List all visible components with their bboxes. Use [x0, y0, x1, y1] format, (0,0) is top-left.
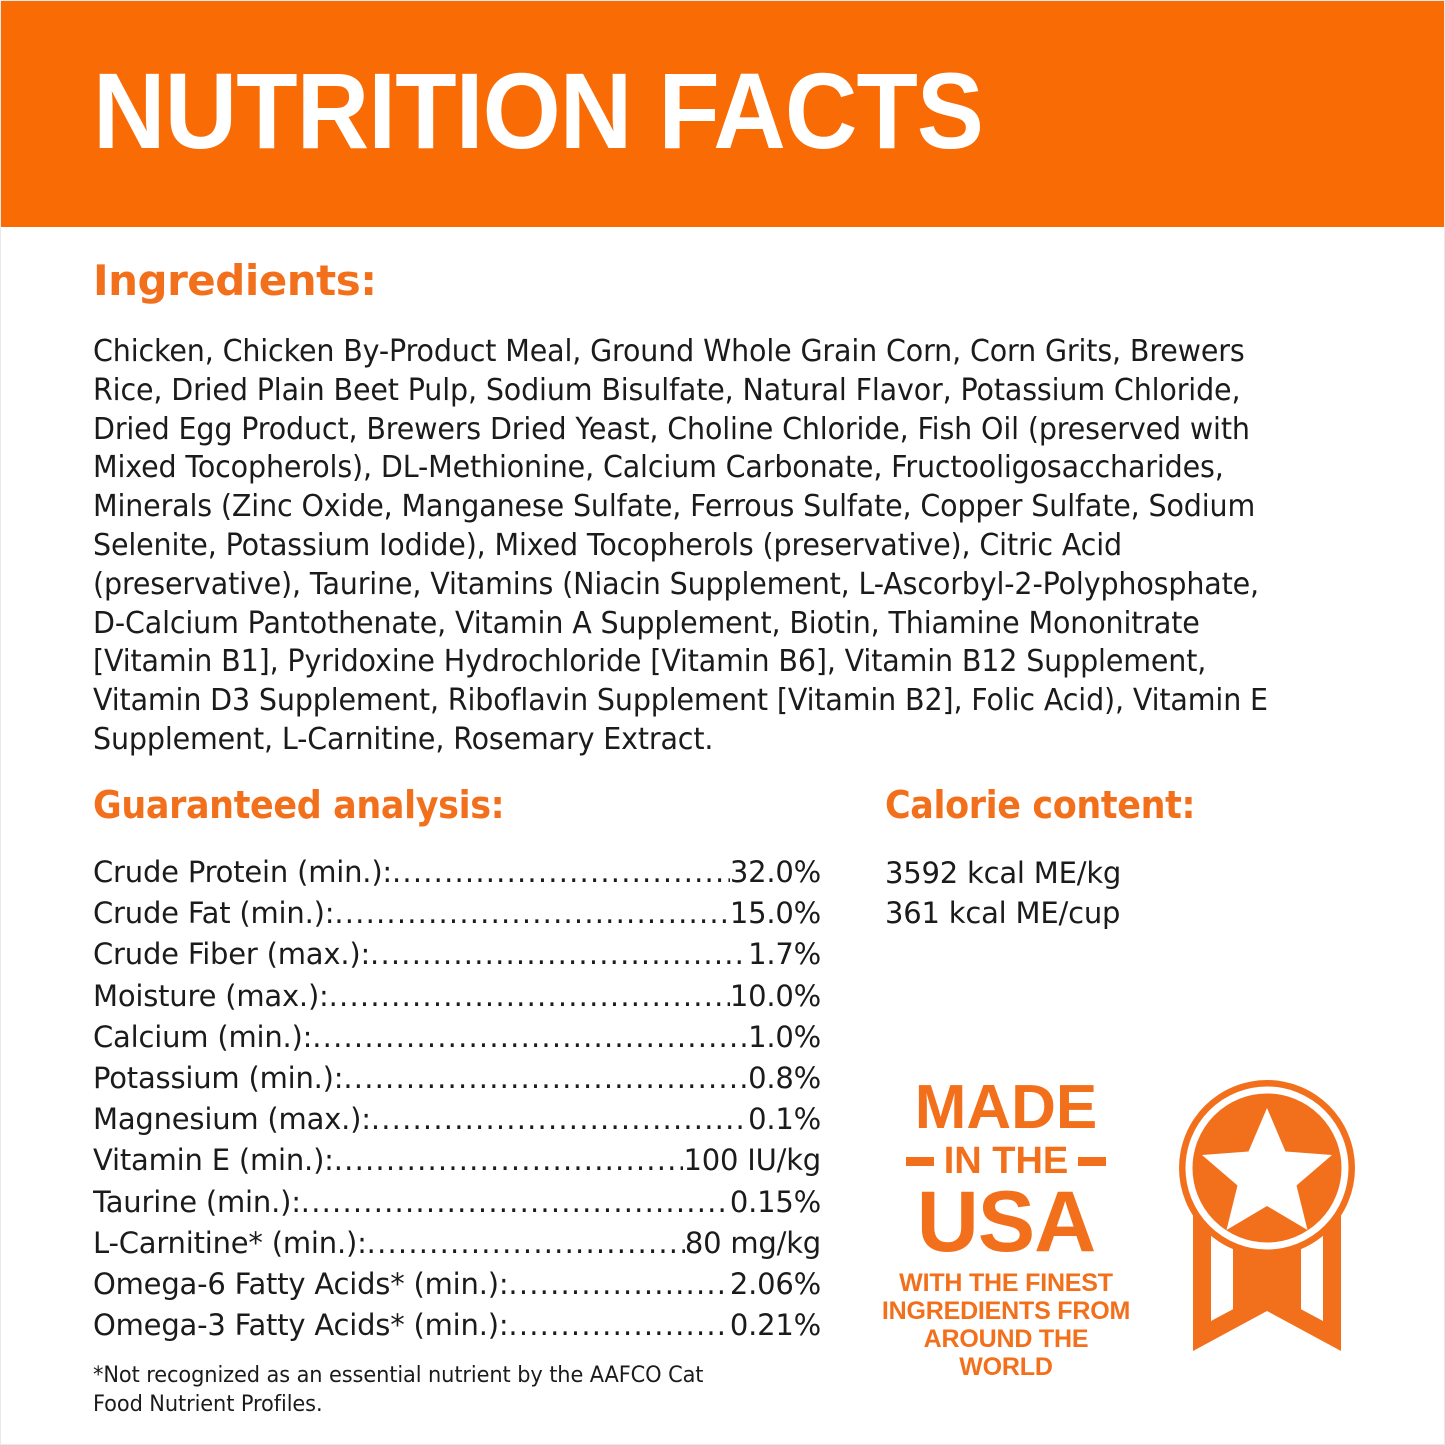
analysis-label: Moisture (max.): [93, 978, 329, 1013]
badge-tagline-line2: INGREDIENTS FROM [881, 1297, 1131, 1325]
analysis-value: 1.0% [748, 1019, 821, 1054]
table-row: Calcium (min.):.........................… [93, 1020, 821, 1061]
calorie-content-heading: Calorie content: [885, 783, 1196, 827]
calorie-content-values: 3592 kcal ME/kg 361 kcal ME/cup [885, 853, 1121, 933]
dot-leader: ........................................… [343, 1060, 749, 1095]
analysis-label: L-Carnitine* (min.): [93, 1225, 367, 1260]
analysis-value: 0.21% [729, 1308, 821, 1343]
analysis-value: 80 mg/kg [684, 1225, 821, 1260]
dot-leader: ........................................… [328, 978, 730, 1013]
calorie-per-kg: 3592 kcal ME/kg [885, 856, 1122, 890]
page-title: NUTRITION FACTS [93, 50, 984, 171]
analysis-value: 2.06% [729, 1266, 821, 1301]
calorie-per-cup: 361 kcal ME/cup [885, 896, 1121, 930]
badge-in-the-label: IN THE [943, 1140, 1069, 1182]
dot-leader: ........................................… [334, 896, 730, 931]
analysis-label: Crude Fiber (max.): [93, 937, 371, 972]
analysis-label: Vitamin E (min.): [93, 1143, 334, 1178]
badge-in-the-row: IN THE [875, 1141, 1137, 1181]
badge-usa-label: USA [916, 1174, 1097, 1270]
analysis-label: Magnesium (max.): [93, 1102, 371, 1137]
table-row: Crude Protein (min.):...................… [93, 855, 821, 896]
analysis-label: Omega-6 Fatty Acids* (min.): [93, 1266, 509, 1301]
badge-made-label: MADE [914, 1073, 1098, 1142]
badge-tagline-line3: AROUND THE WORLD [923, 1325, 1089, 1381]
table-row: Potassium (min.):.......................… [93, 1061, 821, 1102]
table-row: Moisture (max.):........................… [93, 979, 821, 1020]
analysis-value: 32.0% [729, 855, 821, 889]
badge-tagline-line1: WITH THE FINEST [899, 1269, 1113, 1297]
table-row: Crude Fiber (max.):.....................… [93, 937, 821, 978]
analysis-value: 10.0% [729, 978, 821, 1013]
dash-right-icon [1078, 1156, 1107, 1166]
dot-leader: ........................................… [312, 1019, 749, 1054]
made-in-usa-badge: MADE IN THE USA WITH THE FINEST INGREDIE… [875, 1077, 1375, 1381]
dot-leader: ........................................… [300, 1184, 730, 1219]
table-row: Crude Fat (min.):.......................… [93, 896, 821, 937]
analysis-value: 100 IU/kg [683, 1143, 821, 1178]
analysis-label: Crude Fat (min.): [93, 896, 335, 931]
analysis-value: 0.8% [748, 1060, 821, 1095]
guaranteed-analysis-heading: Guaranteed analysis: [93, 783, 505, 827]
dot-leader: ........................................… [508, 1266, 729, 1301]
analysis-value: 1.7% [748, 937, 821, 972]
table-row: Taurine (min.):.........................… [93, 1185, 821, 1226]
dash-left-icon [905, 1156, 934, 1166]
analysis-label: Crude Protein (min.): [93, 855, 392, 889]
footnote-text: *Not recognized as an essential nutrient… [93, 1363, 704, 1417]
analysis-value: 15.0% [729, 896, 821, 931]
ingredients-heading: Ingredients: [93, 256, 377, 305]
dot-leader: ........................................… [333, 1143, 684, 1178]
dot-leader: ........................................… [370, 1102, 749, 1137]
analysis-label: Omega-3 Fatty Acids* (min.): [93, 1308, 509, 1343]
analysis-value: 0.1% [748, 1102, 821, 1137]
dot-leader: ........................................… [366, 1225, 685, 1260]
star-ribbon-seal-icon [1167, 1075, 1367, 1365]
table-row: L-Carnitine* (min.):....................… [93, 1226, 821, 1267]
analysis-label: Potassium (min.): [93, 1060, 344, 1095]
table-row: Omega-6 Fatty Acids* (min.):............… [93, 1267, 821, 1308]
dot-leader: ........................................… [370, 937, 749, 972]
header-band: NUTRITION FACTS [1, 1, 1444, 227]
badge-tagline: WITH THE FINEST INGREDIENTS FROM AROUND … [875, 1269, 1137, 1381]
table-row: Magnesium (max.):.......................… [93, 1102, 821, 1143]
guaranteed-analysis-table: Crude Protein (min.):...................… [93, 855, 821, 1349]
made-in-usa-text: MADE IN THE USA WITH THE FINEST INGREDIE… [875, 1073, 1137, 1382]
analysis-label: Taurine (min.): [93, 1184, 301, 1219]
ingredients-text: Chicken, Chicken By-Product Meal, Ground… [93, 334, 1268, 757]
dot-leader: ........................................… [508, 1308, 729, 1343]
dot-leader: ........................................… [392, 855, 730, 889]
analysis-value: 0.15% [729, 1184, 821, 1219]
analysis-label: Calcium (min.): [93, 1019, 313, 1054]
table-row: Vitamin E (min.):.......................… [93, 1143, 821, 1184]
table-row: Omega-3 Fatty Acids* (min.):............… [93, 1308, 821, 1349]
